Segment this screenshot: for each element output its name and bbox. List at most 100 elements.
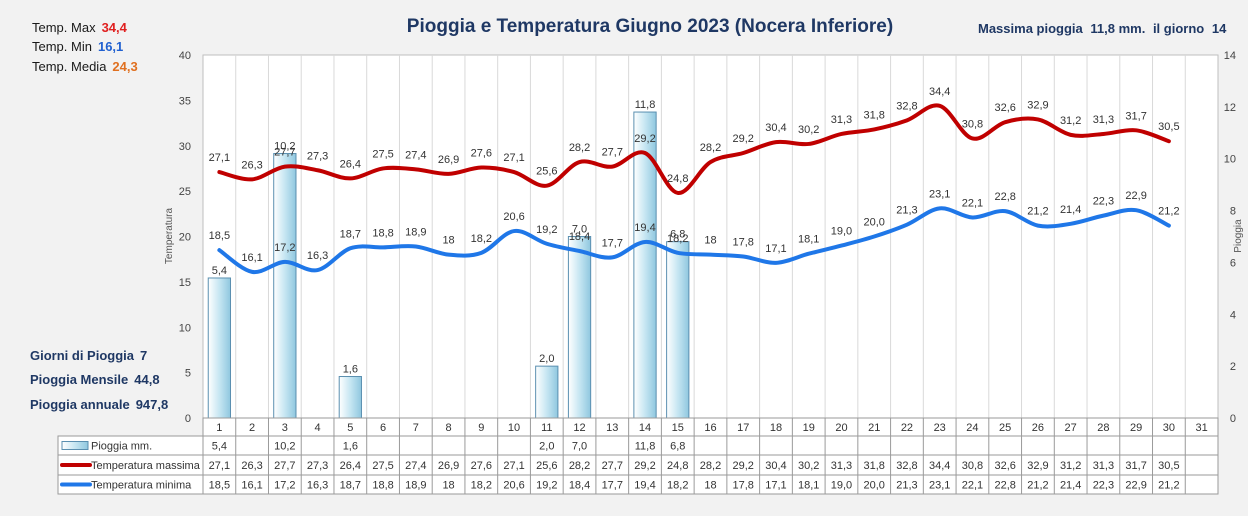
table-cell-value: 24,8 xyxy=(667,460,688,472)
max-temp-data-label: 28,2 xyxy=(700,142,721,154)
table-cell-value: 32,8 xyxy=(896,460,917,472)
table-cell-value: 27,3 xyxy=(307,460,328,472)
max-temp-data-label: 34,4 xyxy=(929,86,950,98)
legend-key-rain xyxy=(61,441,89,450)
max-rain-value: 11,8 mm. xyxy=(1090,21,1146,36)
rain-data-label: 7,0 xyxy=(572,224,587,236)
min-temp-line xyxy=(217,206,1171,275)
table-cell-value: 31,8 xyxy=(863,460,884,472)
table-day-label: 4 xyxy=(315,422,321,434)
stat-rain-days: Giorni di Pioggia 7 xyxy=(30,348,147,363)
min-temp-data-label: 18,5 xyxy=(209,230,230,242)
min-temp-data-label: 23,1 xyxy=(929,188,950,200)
y-tick-label: 20 xyxy=(179,232,191,244)
max-temp-data-label: 31,7 xyxy=(1125,110,1146,122)
rain-bar xyxy=(567,236,592,419)
table-cell-value: 22,1 xyxy=(962,480,983,492)
table-day-label: 31 xyxy=(1196,422,1208,434)
y2-tick-label: 10 xyxy=(1224,154,1236,166)
table-day-label: 18 xyxy=(770,422,782,434)
table-cell-value: 28,2 xyxy=(700,460,721,472)
table-cell-value: 27,1 xyxy=(209,460,230,472)
table-day-label: 30 xyxy=(1163,422,1175,434)
table-day-label: 1 xyxy=(216,422,222,434)
stat-temp-avg-label: Temp. Media xyxy=(32,59,107,74)
table-cell-value: 26,3 xyxy=(241,460,262,472)
stat-temp-min-label: Temp. Min xyxy=(32,39,92,54)
max-temp-data-label: 29,2 xyxy=(634,133,655,145)
table-cell-value: 19,4 xyxy=(634,480,655,492)
table-day-label: 6 xyxy=(380,422,386,434)
rain-data-label: 10,2 xyxy=(274,141,295,153)
table-cell-value: 27,4 xyxy=(405,460,426,472)
table-cell-value: 21,2 xyxy=(1158,480,1179,492)
max-rain-label: Massima pioggia xyxy=(978,21,1083,36)
y2-tick-label: 6 xyxy=(1230,257,1236,269)
table-day-label: 25 xyxy=(999,422,1011,434)
table-day-label: 22 xyxy=(901,422,913,434)
table-cell-value: 11,8 xyxy=(635,441,656,453)
max-temp-data-label: 27,3 xyxy=(307,150,328,162)
rain-data-label: 11,8 xyxy=(635,99,656,111)
table-cell-value: 30,5 xyxy=(1158,460,1179,472)
table-day-label: 24 xyxy=(966,422,978,434)
stat-rain-month-label: Pioggia Mensile xyxy=(30,372,129,387)
table-day-label: 20 xyxy=(835,422,847,434)
table-cell-value: 27,1 xyxy=(503,460,524,472)
table-cell-value: 18,5 xyxy=(209,480,230,492)
table-cell-value: 29,2 xyxy=(733,460,754,472)
min-temp-data-label: 18,7 xyxy=(340,228,361,240)
table-cell-value: 18 xyxy=(442,480,454,492)
table-cell-value: 18,1 xyxy=(798,480,819,492)
table-body xyxy=(57,435,1219,495)
max-temp-data-label: 31,3 xyxy=(1093,114,1114,126)
table-cell-value: 16,3 xyxy=(307,480,328,492)
table-cell-value: 20,0 xyxy=(863,480,884,492)
min-temp-data-label: 22,1 xyxy=(962,197,983,209)
table-cell-value: 31,7 xyxy=(1125,460,1146,472)
table-day-label: 12 xyxy=(573,422,585,434)
table-day-label: 19 xyxy=(803,422,815,434)
y-tick-label: 0 xyxy=(185,413,191,425)
y2-tick-label: 4 xyxy=(1230,309,1236,321)
y-tick-label: 10 xyxy=(179,322,191,334)
max-rain-day-label: il giorno xyxy=(1152,21,1205,36)
min-temp-data-label: 19,0 xyxy=(831,226,852,238)
table-cell-value: 16,1 xyxy=(241,480,262,492)
table-cell-value: 20,6 xyxy=(503,480,524,492)
chart-title: Pioggia e Temperatura Giugno 2023 (Nocer… xyxy=(406,16,894,37)
table-cell-value: 23,1 xyxy=(929,480,950,492)
table-cell-value: 32,6 xyxy=(994,460,1015,472)
table-cell-value: 5,4 xyxy=(212,441,227,453)
min-temp-data-label: 17,7 xyxy=(602,237,623,249)
max-rain-day: 14 xyxy=(1211,21,1227,36)
min-temp-data-label: 19,2 xyxy=(536,224,557,236)
rain-bar xyxy=(535,365,559,419)
table-day-label: 16 xyxy=(704,422,716,434)
max-temp-data-label: 26,3 xyxy=(241,159,262,171)
stat-rain-year-value: 947,8 xyxy=(135,397,169,412)
min-temp-data-label: 17,1 xyxy=(765,243,786,255)
table-day-label: 11 xyxy=(541,422,552,434)
table-cell-value: 21,2 xyxy=(1027,480,1048,492)
table-cell-value: 31,3 xyxy=(1093,460,1114,472)
max-temp-data-label: 27,7 xyxy=(602,147,623,159)
table-cell-value: 21,3 xyxy=(896,480,917,492)
min-temp-data-label: 22,8 xyxy=(994,191,1015,203)
stat-rain-year: Pioggia annuale 947,8 xyxy=(30,397,168,412)
max-temp-data-label: 30,2 xyxy=(798,124,819,136)
table-cell-value: 27,5 xyxy=(372,460,393,472)
table-cell-value: 34,4 xyxy=(929,460,950,472)
table-cell-value: 19,0 xyxy=(831,480,852,492)
stat-temp-avg-value: 24,3 xyxy=(112,59,138,74)
y-tick-label: 25 xyxy=(179,186,191,198)
min-temp-data-label: 19,4 xyxy=(634,222,655,234)
y-axis-title: Temperatura xyxy=(164,207,175,264)
table-day-label: 14 xyxy=(639,422,651,434)
table-cell-value: 31,2 xyxy=(1060,460,1081,472)
table-cell-value: 10,2 xyxy=(274,441,295,453)
table-cell-value: 31,3 xyxy=(831,460,852,472)
min-temp-data-label: 17,8 xyxy=(733,236,754,248)
table-day-label: 27 xyxy=(1065,422,1077,434)
